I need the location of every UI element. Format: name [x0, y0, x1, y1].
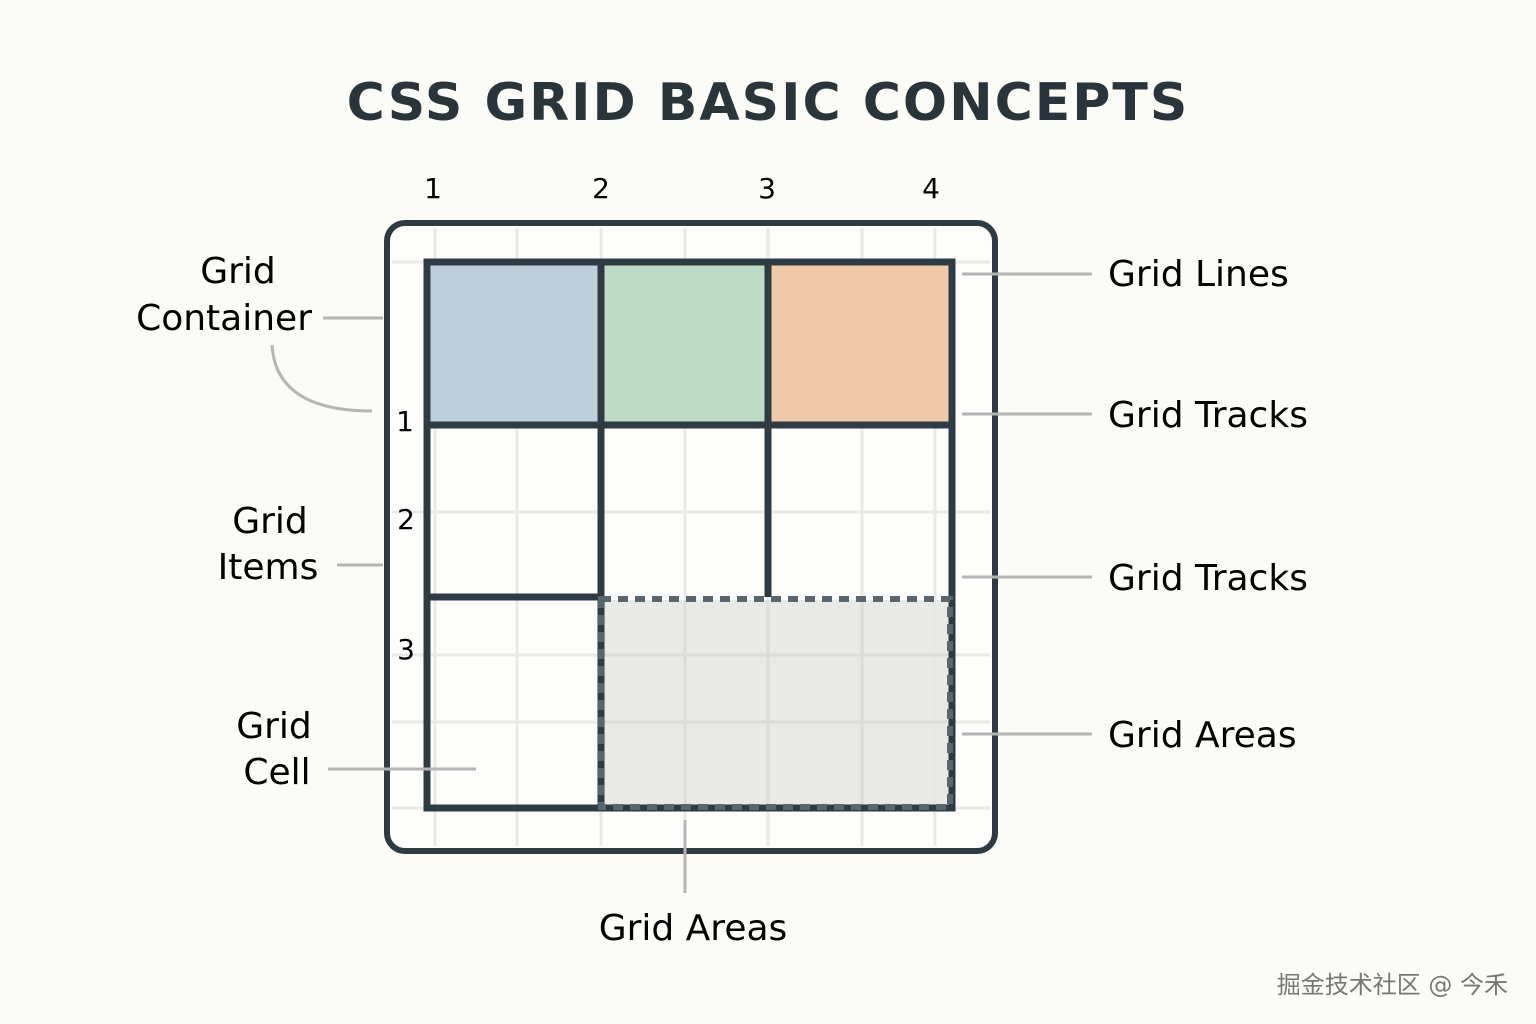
- row-line-number: 2: [397, 503, 415, 536]
- column-line-number: 1: [424, 172, 442, 205]
- label-grid-tracks: Grid Tracks: [1108, 395, 1308, 436]
- grid-area-inner-lines: [603, 600, 950, 807]
- watermark: 掘金技术社区 @ 今禾: [1277, 971, 1508, 999]
- row-line-number: 1: [396, 405, 414, 438]
- leader-lines: [270, 272, 1092, 893]
- grid-item-orange: [768, 263, 950, 425]
- label-grid-cell-line1: Grid: [236, 706, 312, 747]
- label-grid-areas-bottom: Grid Areas: [599, 908, 788, 949]
- label-grid-lines: Grid Lines: [1108, 254, 1289, 295]
- column-line-number: 2: [592, 172, 610, 205]
- label-grid-cell-line2: Cell: [243, 752, 310, 793]
- label-grid-items-line1: Grid: [232, 501, 308, 542]
- label-grid-container-line2: Container: [136, 298, 312, 339]
- label-grid-container-line1: Grid: [200, 251, 276, 292]
- row-line-number: 3: [397, 633, 415, 666]
- column-line-number: 4: [922, 172, 940, 205]
- grid-item-blue: [428, 263, 601, 425]
- diagram-title: CSS GRID BASIC CONCEPTS: [347, 73, 1190, 133]
- grid-area-dashed-border: [598, 596, 953, 810]
- column-line-number: 3: [758, 172, 776, 205]
- label-grid-items-line2: Items: [218, 547, 319, 588]
- grid-area-highlight: [603, 600, 950, 807]
- label-grid-tracks: Grid Tracks: [1108, 558, 1308, 599]
- label-grid-areas: Grid Areas: [1108, 715, 1297, 756]
- grid-item-green: [601, 263, 768, 425]
